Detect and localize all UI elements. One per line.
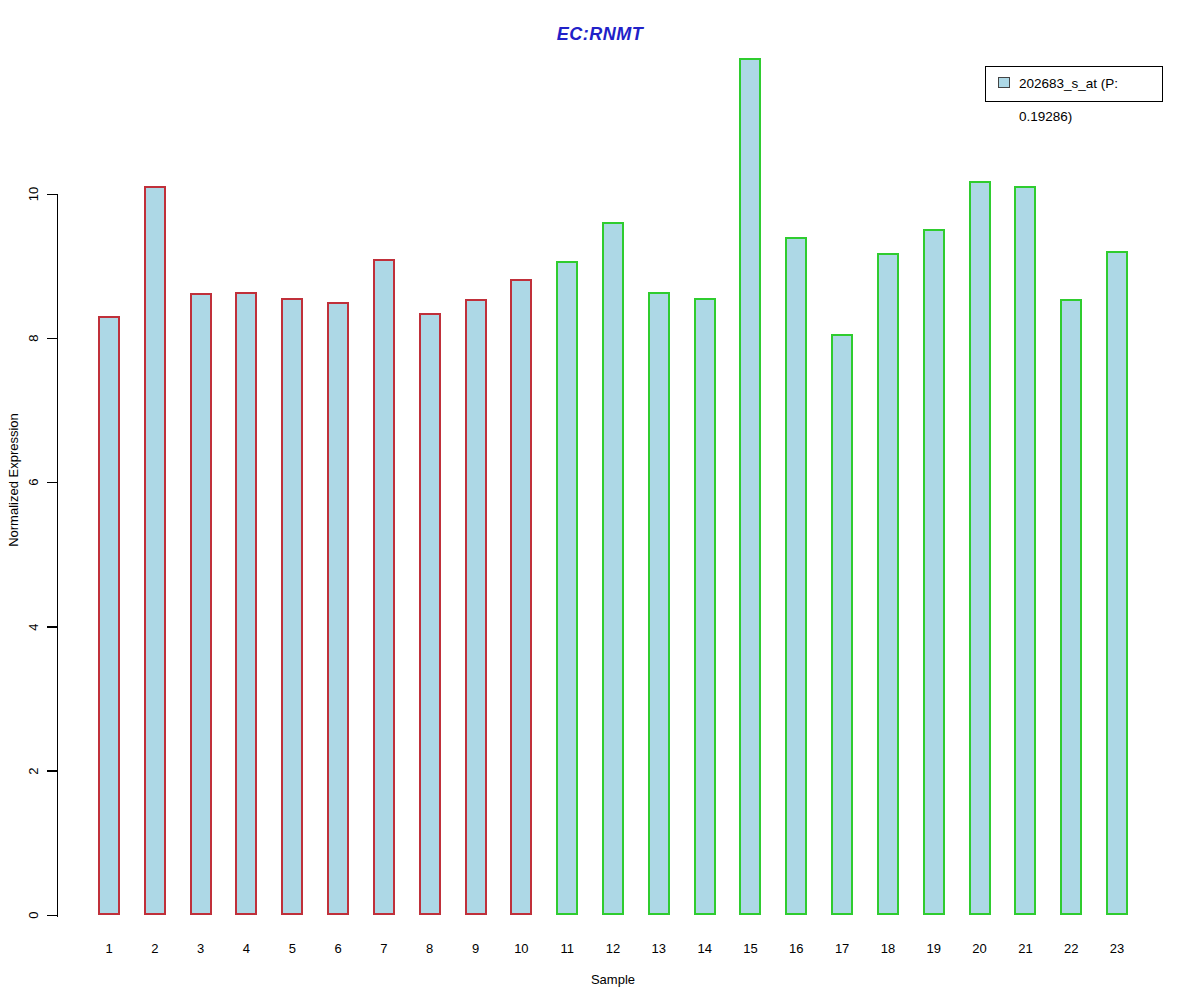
bar — [373, 259, 395, 915]
bar — [510, 279, 532, 915]
bar — [739, 58, 761, 915]
chart-canvas: EC:RNMT Normalized Expression 0246810123… — [0, 0, 1200, 1000]
legend-swatch-icon — [998, 77, 1010, 88]
bar-label: 20 — [963, 941, 997, 956]
bar-label: 23 — [1100, 941, 1134, 956]
bar-label: 3 — [184, 941, 218, 956]
bar-label: 1 — [92, 941, 126, 956]
bar-label: 5 — [275, 941, 309, 956]
bar — [1014, 186, 1036, 915]
bar-label: 18 — [871, 941, 905, 956]
bar — [190, 293, 212, 915]
bar-label: 11 — [550, 941, 584, 956]
bar-label: 8 — [413, 941, 447, 956]
bar — [1060, 299, 1082, 915]
bar-label: 15 — [733, 941, 767, 956]
bar-label: 21 — [1008, 941, 1042, 956]
bar-label: 22 — [1054, 941, 1088, 956]
bar — [602, 222, 624, 915]
y-tick-mark — [47, 626, 57, 628]
bar — [831, 334, 853, 915]
bar — [98, 316, 120, 915]
bar-label: 19 — [917, 941, 951, 956]
bar — [144, 186, 166, 915]
y-tick-mark — [47, 194, 57, 196]
y-tick-label: 0 — [27, 895, 41, 935]
chart-title: EC:RNMT — [0, 24, 1200, 45]
y-tick-label: 10 — [27, 174, 41, 214]
x-axis-title: Sample — [413, 972, 813, 987]
bar-label: 16 — [779, 941, 813, 956]
y-tick-label: 4 — [27, 607, 41, 647]
bar — [969, 181, 991, 915]
bar — [1106, 251, 1128, 915]
bar-label: 6 — [321, 941, 355, 956]
y-axis-title: Normalized Expression — [6, 380, 22, 580]
bar — [923, 229, 945, 915]
bar — [327, 302, 349, 915]
bar-label: 14 — [688, 941, 722, 956]
bar-label: 10 — [504, 941, 538, 956]
bar — [556, 261, 578, 915]
bar-label: 17 — [825, 941, 859, 956]
y-tick-label: 6 — [27, 462, 41, 502]
bar-label: 12 — [596, 941, 630, 956]
legend-label: 202683_s_at (P: 0.19286) — [1019, 67, 1162, 100]
bar-label: 13 — [642, 941, 676, 956]
y-axis-line — [57, 194, 59, 917]
bar-label: 4 — [229, 941, 263, 956]
bar — [419, 313, 441, 915]
bar — [694, 298, 716, 915]
legend: 202683_s_at (P: 0.19286) — [985, 66, 1163, 102]
bar — [877, 253, 899, 915]
y-tick-mark — [47, 915, 57, 917]
bar-label: 9 — [459, 941, 493, 956]
bar — [281, 298, 303, 915]
bar-label: 7 — [367, 941, 401, 956]
bar — [785, 237, 807, 915]
y-tick-mark — [47, 770, 57, 772]
y-tick-label: 8 — [27, 318, 41, 358]
y-tick-label: 2 — [27, 751, 41, 791]
bar — [465, 299, 487, 915]
bar-label: 2 — [138, 941, 172, 956]
y-tick-mark — [47, 482, 57, 484]
bar — [648, 292, 670, 915]
bar — [235, 292, 257, 915]
y-tick-mark — [47, 338, 57, 340]
